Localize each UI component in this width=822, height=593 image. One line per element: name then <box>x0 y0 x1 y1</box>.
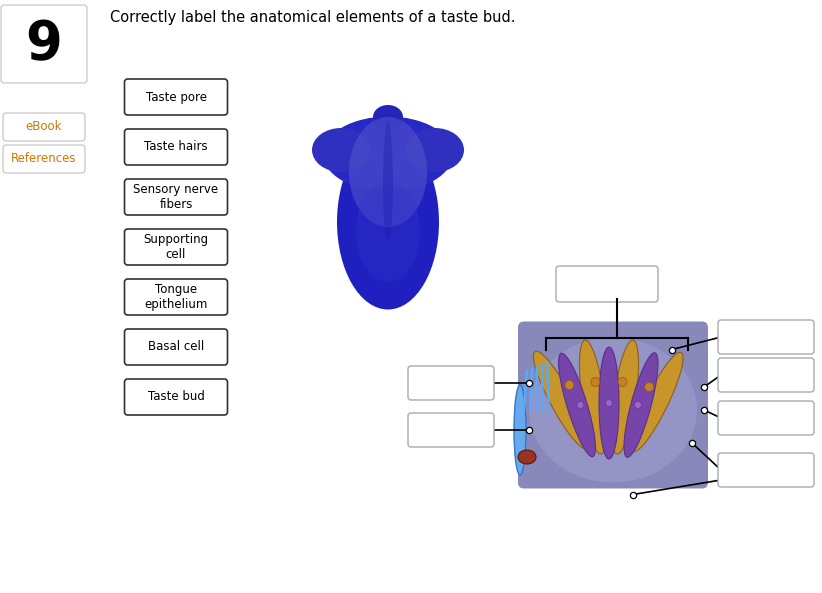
FancyBboxPatch shape <box>718 358 814 392</box>
Ellipse shape <box>599 347 619 459</box>
FancyBboxPatch shape <box>124 79 228 115</box>
Ellipse shape <box>580 340 607 454</box>
FancyBboxPatch shape <box>124 179 228 215</box>
Ellipse shape <box>312 128 370 172</box>
Text: Supporting
cell: Supporting cell <box>143 233 209 261</box>
Text: References: References <box>12 152 76 165</box>
Ellipse shape <box>635 401 641 409</box>
Ellipse shape <box>558 353 595 457</box>
Ellipse shape <box>383 122 393 242</box>
Ellipse shape <box>565 381 574 390</box>
Ellipse shape <box>644 382 653 391</box>
Ellipse shape <box>349 117 427 227</box>
Text: Taste pore: Taste pore <box>145 91 206 104</box>
Ellipse shape <box>323 116 453 192</box>
Ellipse shape <box>355 182 421 282</box>
Ellipse shape <box>337 135 439 310</box>
Text: eBook: eBook <box>25 120 62 133</box>
FancyBboxPatch shape <box>556 266 658 302</box>
FancyBboxPatch shape <box>718 453 814 487</box>
Ellipse shape <box>618 378 627 387</box>
Ellipse shape <box>624 353 658 457</box>
Text: Taste hairs: Taste hairs <box>144 141 208 154</box>
Text: Basal cell: Basal cell <box>148 340 204 353</box>
FancyBboxPatch shape <box>124 229 228 265</box>
FancyBboxPatch shape <box>3 145 85 173</box>
FancyBboxPatch shape <box>718 401 814 435</box>
Ellipse shape <box>631 352 683 452</box>
FancyBboxPatch shape <box>1 5 87 83</box>
FancyBboxPatch shape <box>408 413 494 447</box>
FancyBboxPatch shape <box>124 329 228 365</box>
Ellipse shape <box>406 128 464 172</box>
FancyBboxPatch shape <box>518 321 708 489</box>
FancyBboxPatch shape <box>124 129 228 165</box>
Text: 9: 9 <box>25 18 62 70</box>
FancyBboxPatch shape <box>718 320 814 354</box>
Text: Correctly label the anatomical elements of a taste bud.: Correctly label the anatomical elements … <box>110 10 515 25</box>
Ellipse shape <box>612 340 639 454</box>
FancyBboxPatch shape <box>408 366 494 400</box>
Ellipse shape <box>514 385 526 475</box>
Ellipse shape <box>577 401 584 409</box>
Ellipse shape <box>373 105 403 129</box>
Text: Sensory nerve
fibers: Sensory nerve fibers <box>133 183 219 211</box>
Ellipse shape <box>518 450 536 464</box>
FancyBboxPatch shape <box>124 379 228 415</box>
Text: Tongue
epithelium: Tongue epithelium <box>145 283 208 311</box>
FancyBboxPatch shape <box>124 279 228 315</box>
Ellipse shape <box>529 337 697 483</box>
FancyBboxPatch shape <box>3 113 85 141</box>
Ellipse shape <box>591 378 600 387</box>
Text: Taste bud: Taste bud <box>148 391 205 403</box>
Ellipse shape <box>606 400 612 406</box>
Ellipse shape <box>533 351 589 449</box>
